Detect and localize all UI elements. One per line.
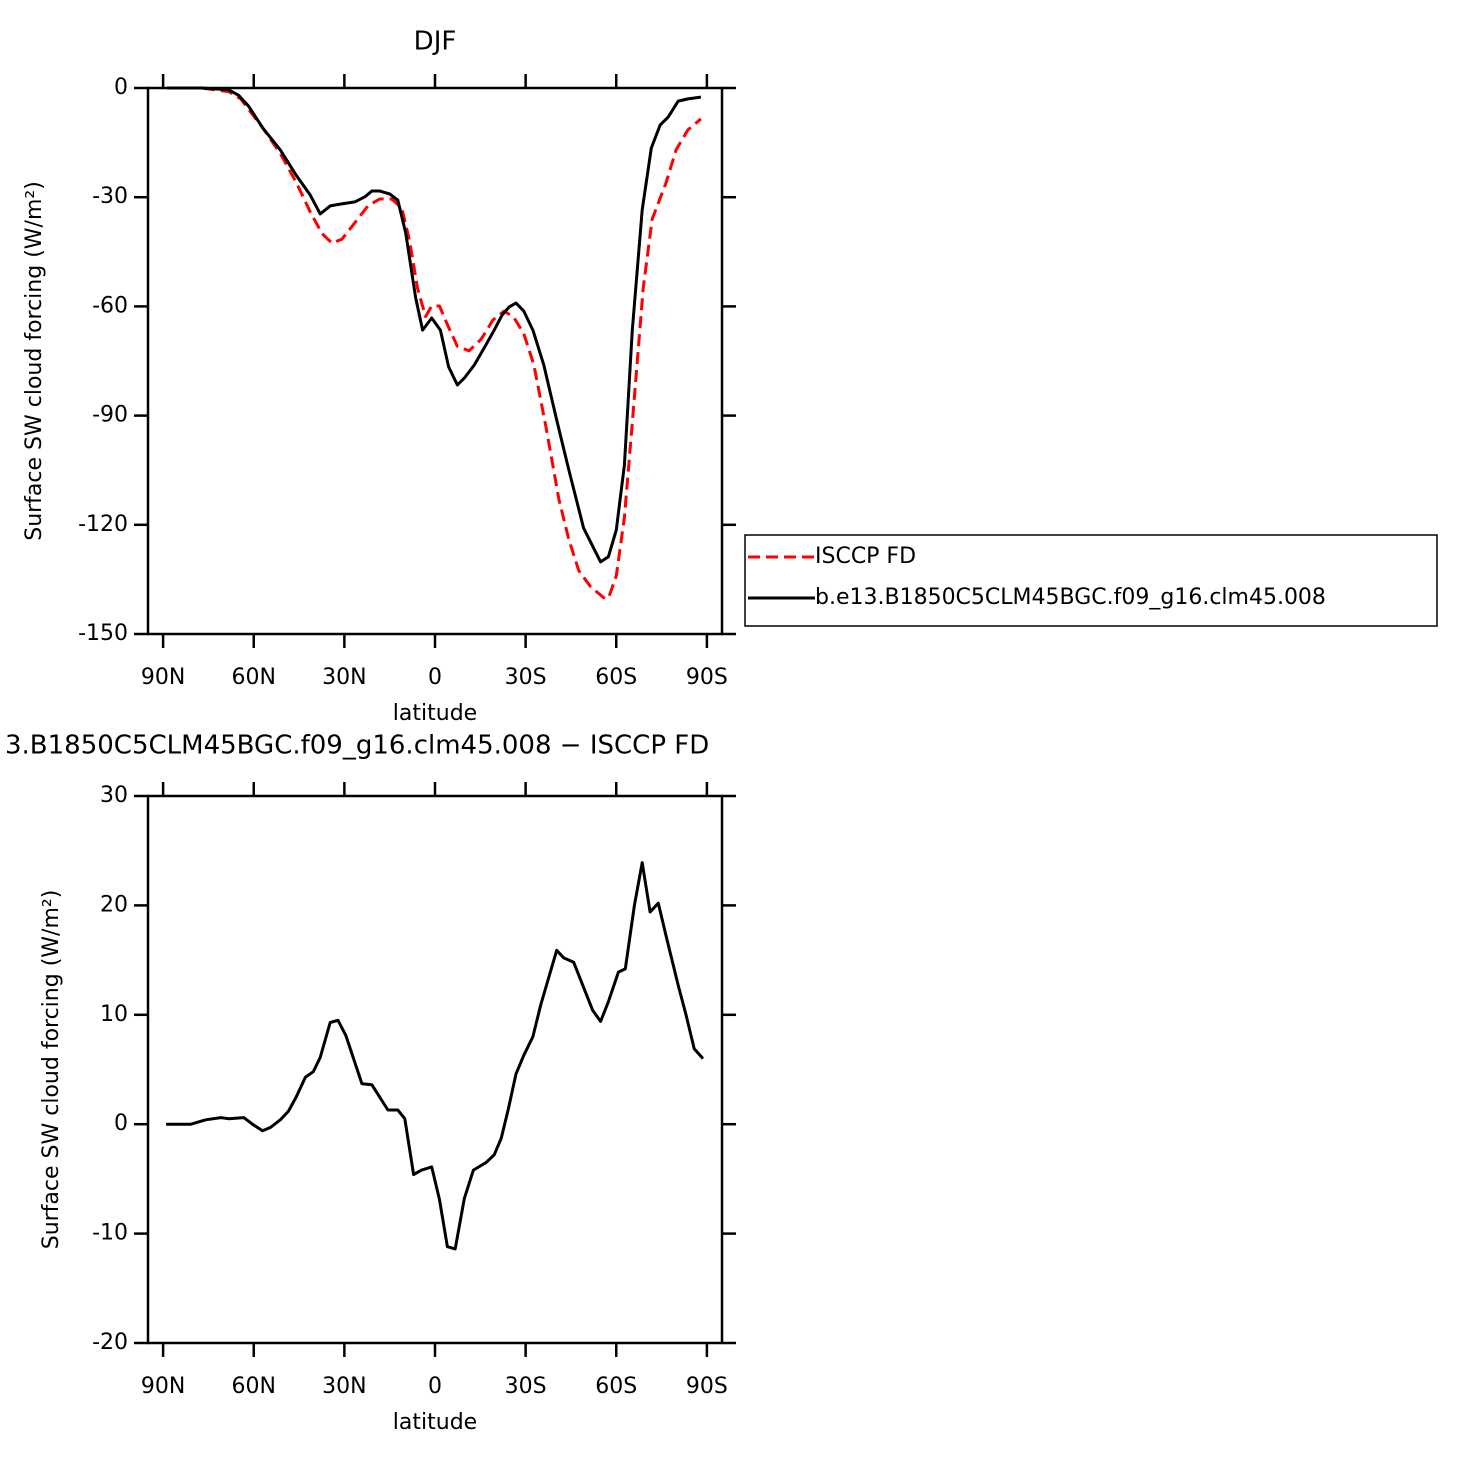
y-axis-label: Surface SW cloud forcing (W/m²) (39, 890, 64, 1250)
y-tick-label: 0 (114, 75, 128, 100)
x-tick-label: 60S (595, 665, 637, 690)
data-line (167, 86, 702, 564)
y-tick-label: 0 (114, 1111, 128, 1136)
y-tick-label: 30 (100, 783, 128, 808)
y-tick-label: 10 (100, 1002, 128, 1027)
y-tick-label: -150 (78, 621, 128, 646)
chart-title: 3.B1850C5CLM45BGC.f09_g16.clm45.008 − IS… (5, 731, 709, 761)
data-line (166, 861, 705, 1251)
x-tick-label: 60N (232, 665, 276, 690)
chart-title: DJF (414, 27, 457, 57)
x-axis-label: latitude (393, 1410, 477, 1435)
x-tick-label: 30S (505, 1374, 547, 1399)
y-tick-label: -10 (92, 1221, 128, 1246)
y-axis-label: Surface SW cloud forcing (W/m²) (22, 181, 47, 541)
data-line (167, 86, 702, 600)
legend-label: b.e13.B1850C5CLM45BGC.f09_g16.clm45.008 (815, 585, 1326, 610)
x-tick-label: 60S (595, 1374, 637, 1399)
legend-label: ISCCP FD (815, 544, 916, 569)
x-tick-label: 90S (686, 1374, 728, 1399)
x-tick-label: 30N (322, 665, 366, 690)
y-tick-label: -20 (92, 1330, 128, 1355)
legend-box (744, 534, 1438, 627)
x-tick-label: 0 (428, 1374, 442, 1399)
x-tick-label: 30N (322, 1374, 366, 1399)
x-tick-label: 90N (141, 665, 185, 690)
x-tick-label: 0 (428, 665, 442, 690)
plot-frame (146, 794, 724, 1345)
x-tick-label: 60N (232, 1374, 276, 1399)
x-tick-label: 90N (141, 1374, 185, 1399)
y-tick-label: -30 (92, 184, 128, 209)
x-tick-label: 30S (505, 665, 547, 690)
y-tick-label: -90 (92, 403, 128, 428)
y-tick-label: -60 (92, 293, 128, 318)
y-tick-label: -120 (78, 512, 128, 537)
x-axis-label: latitude (393, 701, 477, 726)
x-tick-label: 90S (686, 665, 728, 690)
y-tick-label: 20 (100, 892, 128, 917)
